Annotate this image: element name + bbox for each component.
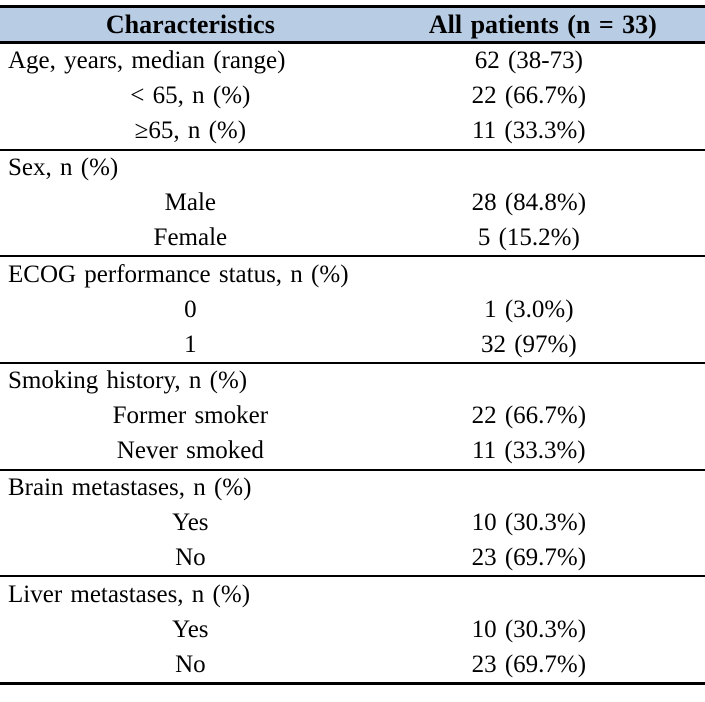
- row-label: ≥65, n (%): [134, 117, 247, 145]
- row-value: 10 (30.3%): [471, 509, 587, 537]
- table-section: Smoking history, n (%) Former smoker 22 (6…: [0, 364, 705, 471]
- table-row: 1 32 (97%): [0, 327, 705, 363]
- row-label: Brain metastases, n (%): [8, 474, 252, 502]
- row-label: Yes: [172, 509, 209, 537]
- table-section: Sex, n (%) Male 28 (84.8%) Female 5 (15.2%): [0, 150, 705, 258]
- row-label: ECOG performance status, n (%): [8, 260, 349, 288]
- row-label: Never smoked: [116, 437, 264, 465]
- row-label: Former smoker: [112, 402, 269, 430]
- table-row: Sex, n (%): [0, 150, 705, 186]
- table-row: ≥65, n (%) 11 (33.3%): [0, 113, 705, 149]
- table-header-row: Characteristics All patients (n = 33): [0, 5, 705, 44]
- table-row: No 23 (69.7%): [0, 647, 705, 683]
- row-label: No: [175, 543, 206, 571]
- row-value: 28 (84.8%): [471, 189, 587, 216]
- column-header-characteristics: Characteristics: [105, 9, 275, 39]
- row-value: 22 (66.7%): [471, 82, 587, 110]
- row-label: 1: [184, 330, 197, 358]
- row-value: 22 (66.7%): [471, 402, 587, 430]
- table-section: Liver metastases, n (%) Yes 10 (30.3%) No 23…: [0, 577, 705, 686]
- table-row: Never smoked 11 (33.3%): [0, 433, 705, 469]
- row-value: 11 (33.3%): [472, 117, 586, 145]
- table-row: Smoking history, n (%): [0, 364, 705, 399]
- row-label: Liver metastases, n (%): [8, 580, 251, 608]
- row-value: 11 (33.3%): [472, 437, 586, 465]
- table-row: Former smoker 22 (66.7%): [0, 398, 705, 434]
- table-row: Yes 10 (30.3%): [0, 505, 705, 541]
- table-row: No 23 (69.7%): [0, 540, 705, 576]
- table-row: Age, years, median (range) 62 (38-73): [0, 44, 705, 79]
- row-label: Male: [164, 189, 217, 216]
- row-label: Age, years, median (range): [8, 47, 286, 75]
- table-row: < 65, n (%) 22 (66.7%): [0, 78, 705, 114]
- column-header-all-patients: All patients (n = 33): [428, 9, 657, 39]
- table-row: Female 5 (15.2%): [0, 220, 705, 256]
- table-row: Yes 10 (30.3%): [0, 612, 705, 648]
- row-value: 5 (15.2%): [477, 223, 580, 251]
- row-value: 1 (3.0%): [484, 295, 574, 323]
- row-value: 10 (30.3%): [471, 615, 587, 643]
- row-label: < 65, n (%): [130, 82, 251, 110]
- table-row: 0 1 (3.0%): [0, 292, 705, 328]
- row-label: Sex, n (%): [8, 154, 119, 182]
- row-label: Yes: [172, 615, 209, 643]
- row-label: Smoking history, n (%): [8, 367, 248, 395]
- row-value: 23 (69.7%): [471, 543, 587, 571]
- table-section: Brain metastases, n (%) Yes 10 (30.3%) No 23…: [0, 470, 705, 578]
- row-value: 32 (97%): [480, 330, 577, 358]
- table-section: ECOG performance status, n (%) 0 1 (3.0%) 1…: [0, 257, 705, 365]
- table-row: Male 28 (84.8%): [0, 185, 705, 221]
- row-value: 62 (38-73): [474, 47, 583, 75]
- row-label: Female: [153, 223, 228, 251]
- table-row: Brain metastases, n (%): [0, 470, 705, 506]
- row-value: 23 (69.7%): [471, 650, 587, 678]
- patient-characteristics-table: Characteristics All patients (n = 33) Ag…: [0, 5, 705, 686]
- table-row: Liver metastases, n (%): [0, 577, 705, 613]
- row-label: No: [175, 650, 206, 678]
- table-row: ECOG performance status, n (%): [0, 257, 705, 293]
- table-body: Age, years, median (range) 62 (38-73) < 65…: [0, 44, 705, 686]
- table-section: Age, years, median (range) 62 (38-73) < 65…: [0, 44, 705, 151]
- row-label: 0: [184, 295, 197, 323]
